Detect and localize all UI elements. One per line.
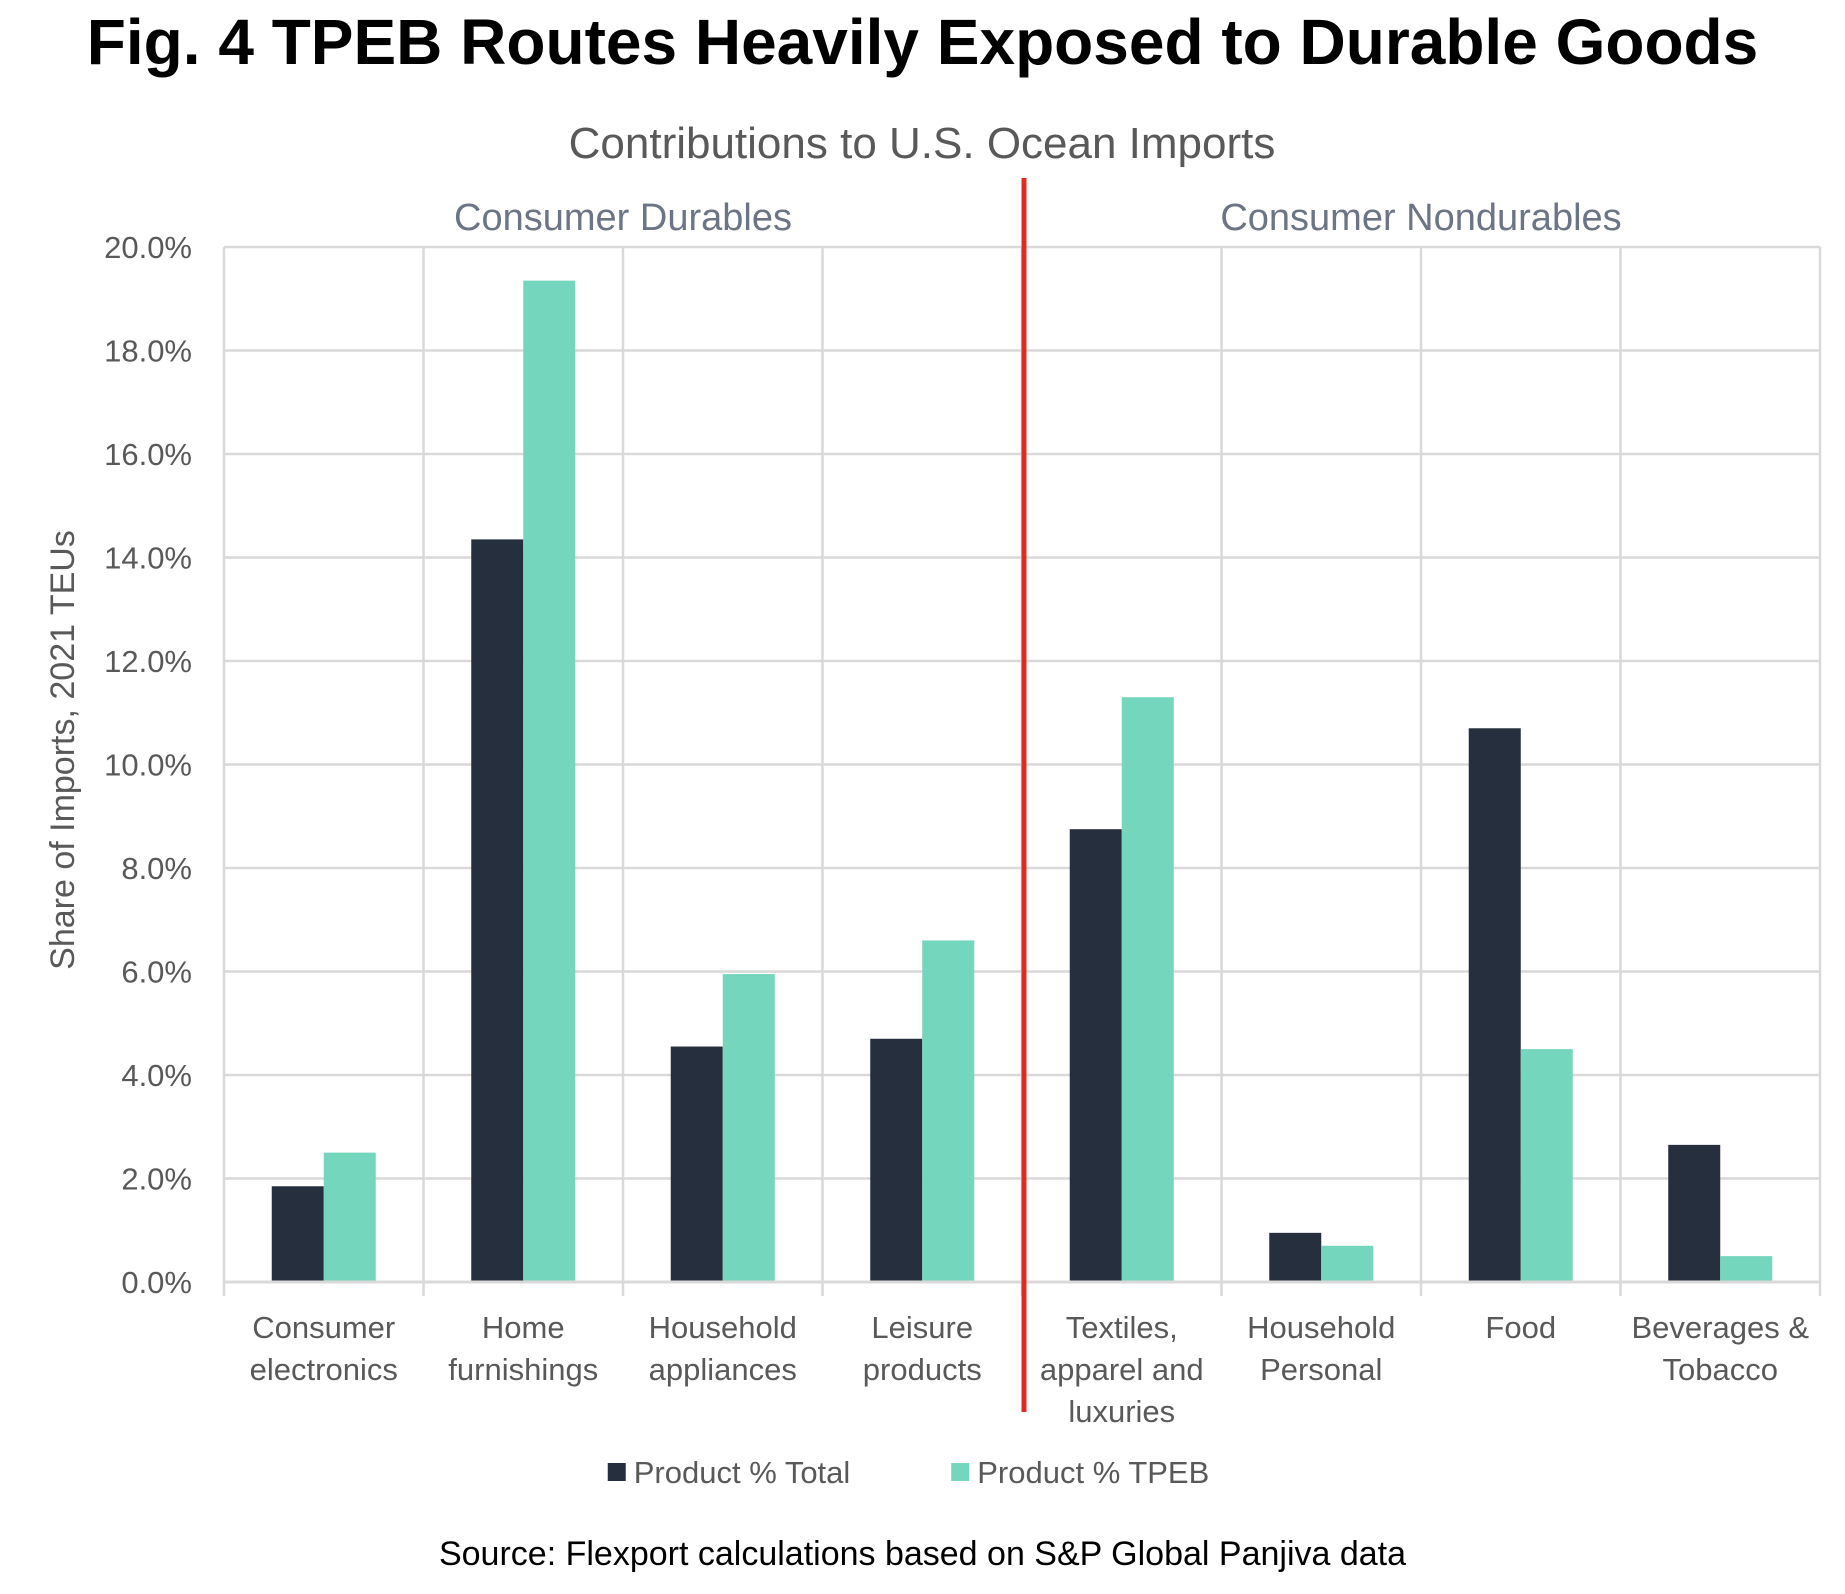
bar-product-tpeb — [1321, 1245, 1374, 1282]
y-tick-label: 12.0% — [104, 644, 192, 679]
source-note: Source: Flexport calculations based on S… — [438, 1535, 1407, 1573]
y-tick-label: 14.0% — [104, 541, 192, 576]
x-category-label: Leisure products — [863, 1310, 982, 1387]
legend: Product % Total Product % TPEB — [607, 1455, 1209, 1490]
legend-swatch — [951, 1463, 970, 1481]
x-category-label: Beverages & Tobacco — [1632, 1310, 1810, 1387]
x-category-label-line: appliances — [649, 1352, 797, 1387]
y-tick-label: 8.0% — [121, 851, 192, 886]
x-category-label: Food — [1485, 1310, 1556, 1345]
bar-product-total — [271, 1186, 324, 1282]
y-tick-label: 6.0% — [121, 955, 192, 990]
legend-label: Product % Total — [634, 1455, 851, 1490]
y-axis-label: Share of Imports, 2021 TEUs — [44, 530, 82, 970]
x-category-label: Consumer electronics — [250, 1310, 398, 1387]
x-category-label: Household Personal — [1247, 1310, 1395, 1387]
labels: 0.0% 2.0% 4.0% 6.0% 8.0% 10.0% 12.0% 14.0% 16.0%… — [104, 197, 1809, 1429]
bar-product-tpeb — [1520, 1049, 1573, 1282]
x-category-label-line: Home — [482, 1310, 565, 1345]
bar-product-total — [670, 1046, 723, 1282]
bars — [271, 280, 1773, 1282]
bar-product-tpeb — [1720, 1256, 1773, 1282]
x-category-label: Textiles, apparel and luxuries — [1040, 1310, 1204, 1429]
y-tick-label: 2.0% — [121, 1162, 192, 1197]
bar-product-total — [1269, 1232, 1322, 1282]
x-category-label-line: Household — [1247, 1310, 1395, 1345]
x-category-label-line: furnishings — [448, 1352, 598, 1387]
figure-title: Fig. 4 TPEB Routes Heavily Exposed to Du… — [86, 6, 1759, 78]
x-category-label-line: luxuries — [1068, 1394, 1175, 1429]
bar-product-tpeb — [523, 280, 576, 1282]
group-label: Consumer Durables — [454, 197, 792, 239]
x-category-label-line: Personal — [1260, 1352, 1382, 1387]
x-category-label-line: Food — [1485, 1310, 1556, 1345]
x-category-label-line: electronics — [250, 1352, 398, 1387]
axes — [222, 178, 1822, 1412]
legend-swatch — [607, 1463, 626, 1481]
x-category-label-line: Textiles, — [1066, 1310, 1178, 1345]
y-tick-label: 0.0% — [121, 1265, 192, 1300]
bar-product-tpeb — [922, 940, 975, 1282]
y-tick-label: 20.0% — [104, 230, 192, 265]
bar-product-tpeb — [323, 1152, 376, 1282]
bar-product-total — [1668, 1144, 1721, 1282]
y-tick-label: 10.0% — [104, 748, 192, 783]
y-tick-label: 18.0% — [104, 334, 192, 369]
x-category-label: Home furnishings — [448, 1310, 598, 1387]
bar-product-tpeb — [1121, 697, 1174, 1282]
bar-product-total — [1069, 829, 1122, 1282]
chart-title: Contributions to U.S. Ocean Imports — [569, 119, 1276, 168]
y-tick-label: 16.0% — [104, 437, 192, 472]
bar-product-total — [471, 539, 524, 1282]
x-category-label-line: Beverages & — [1632, 1310, 1810, 1345]
bar-product-tpeb — [722, 974, 775, 1282]
x-category-label-line: Leisure — [871, 1310, 973, 1345]
x-category-label-line: Tobacco — [1663, 1352, 1778, 1387]
x-category-label-line: products — [863, 1352, 982, 1387]
x-category-label-line: Household — [649, 1310, 797, 1345]
group-label: Consumer Nondurables — [1220, 197, 1621, 239]
bar-product-total — [1468, 728, 1521, 1282]
x-category-label: Household appliances — [649, 1310, 797, 1387]
bar-product-total — [870, 1038, 923, 1282]
x-category-label-line: apparel and — [1040, 1352, 1204, 1387]
y-tick-label: 4.0% — [121, 1058, 192, 1093]
x-category-label-line: Consumer — [252, 1310, 395, 1345]
legend-label: Product % TPEB — [977, 1455, 1209, 1490]
